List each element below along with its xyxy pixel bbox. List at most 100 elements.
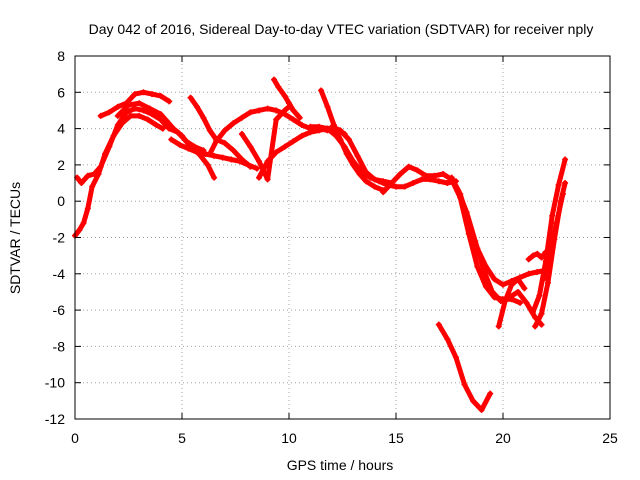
x-tick-label: 10 [281,430,297,446]
y-tick-label: 8 [57,48,65,64]
data-point [114,103,121,110]
data-point [380,178,387,185]
data-point [562,180,569,187]
data-point [144,116,151,123]
data-point [221,140,228,147]
series-pass-i [271,76,303,121]
data-point [341,143,348,150]
data-point [179,132,185,139]
data-point [318,87,325,94]
data-point [333,132,340,139]
data-point [256,107,263,114]
data-point [230,120,237,127]
data-point [431,172,438,179]
data-point [238,156,245,163]
data-point [448,174,455,181]
data-point [529,308,536,315]
x-tick-label: 0 [71,430,79,446]
data-point [206,151,213,158]
series-pass-p [455,187,545,328]
data-point [238,114,245,121]
data-point [286,100,292,107]
data-point [264,158,271,165]
series-pass-m [328,123,395,187]
data-point [521,285,528,292]
data-point [440,170,447,177]
data-point [371,183,378,190]
y-tick-label: -12 [45,411,65,427]
data-point [401,183,408,190]
data-point [247,143,254,150]
data-point [418,176,425,183]
data-point [273,116,280,123]
data-point [221,127,228,134]
data-point [298,132,305,139]
data-point [405,163,412,170]
data-point [136,112,143,119]
y-tick-label: -10 [45,375,65,391]
data-point [540,276,547,283]
data-point [463,209,470,216]
data-point [388,180,395,187]
series-pass-r [495,276,528,330]
data-point [157,92,164,99]
data-point [119,120,126,127]
data-point [153,121,160,128]
data-point [478,406,485,413]
series-line [530,157,568,315]
data-point [324,125,331,132]
data-point [547,252,554,259]
series-line [541,191,566,282]
data-point [275,83,282,90]
data-point [514,276,521,283]
data-point [536,292,543,299]
data-point [78,180,85,187]
data-point [296,114,303,121]
data-point [176,141,183,148]
data-point [89,183,96,190]
y-tick-label: 4 [57,121,65,137]
data-point [500,281,506,288]
x-tick-label: 15 [388,430,404,446]
y-tick-label: -8 [53,338,66,354]
y-axis-label: SDTVAR / TECUs [7,182,23,294]
data-point [487,390,494,397]
data-point [480,267,487,274]
data-point [534,250,541,257]
data-point [271,76,278,83]
data-point [350,158,357,165]
data-point [470,397,477,404]
data-point [193,149,200,156]
y-tick-label: 0 [57,193,65,209]
data-point [166,98,173,105]
data-point [110,132,117,139]
data-point [256,174,263,181]
data-point [164,118,171,125]
data-point [508,281,515,288]
data-point [435,321,442,328]
y-tick-label: -2 [53,230,66,246]
data-point [149,91,156,98]
data-point [472,238,479,245]
data-point [422,172,429,179]
data-point [538,254,545,261]
data-point [228,156,235,163]
series-pass-v [540,190,566,283]
data-point [187,94,194,101]
data-point [84,172,91,179]
data-point [461,381,468,388]
data-point [273,107,280,114]
data-point [204,161,211,168]
data-point [247,163,254,170]
data-point [264,176,271,183]
data-point [474,263,481,270]
data-point [256,158,263,165]
data-point [298,121,305,128]
data-point [525,270,532,277]
data-point [290,138,297,145]
y-tick-label: -6 [53,302,66,318]
data-point [553,219,560,226]
data-point [125,102,132,109]
data-point [337,127,344,134]
